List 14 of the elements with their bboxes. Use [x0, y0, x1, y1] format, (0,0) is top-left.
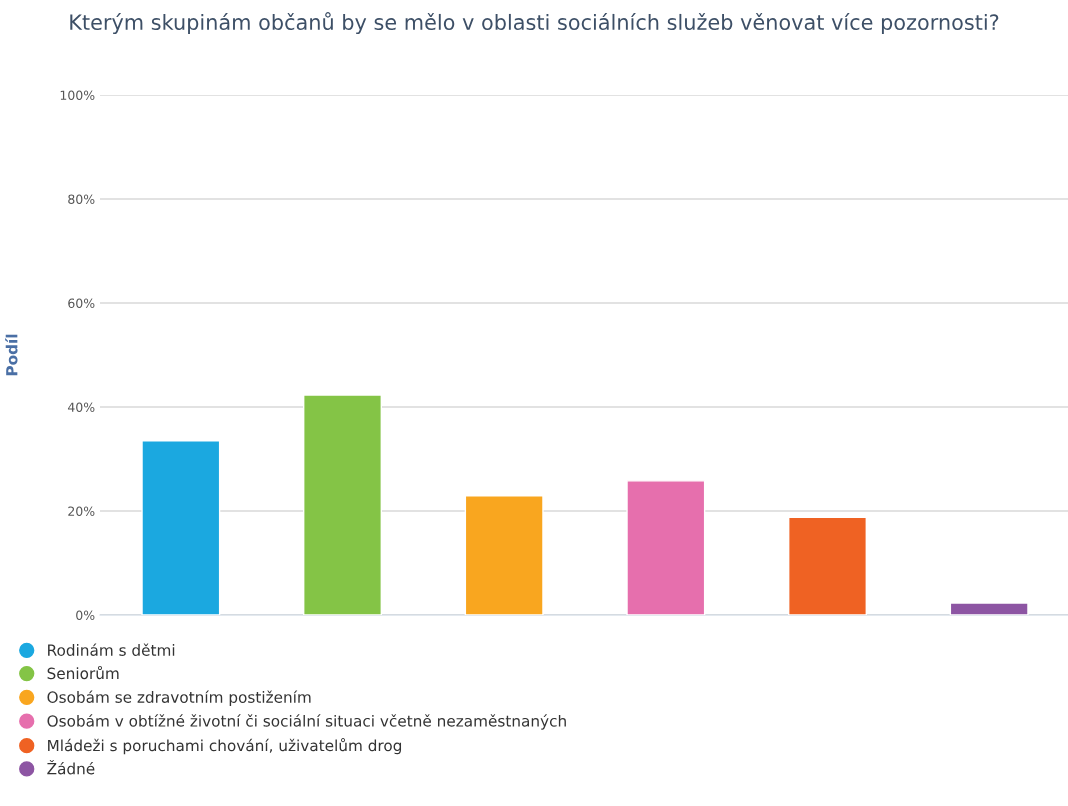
y-axis-title: Podíl	[5, 334, 18, 376]
y-tick-label: 20%	[68, 506, 95, 516]
chart-title: Kterým skupinám občanů by se mělo v oblasti sociálních služeb věnovat více pozornosti?	[70, 12, 999, 35]
legend-label: Žádné	[47, 760, 95, 775]
legend-label: Seniorům	[47, 665, 119, 680]
legend-label: Osobám se zdravotním postižením	[47, 690, 311, 706]
y-tick-label: 80%	[68, 194, 95, 204]
y-tick-label: 0%	[76, 610, 95, 620]
legend-label: Osobám v obtížné životní či sociální situaci včetně nezaměstnaných	[47, 714, 566, 730]
legend-label: Rodinám s dětmi	[48, 643, 175, 656]
legend-label: Mládeži s poruchami chování, uživatelům drog	[48, 738, 402, 755]
y-tick-label: 100%	[60, 90, 95, 100]
y-tick-label: 60%	[68, 298, 95, 308]
y-tick-label: 40%	[67, 402, 95, 412]
